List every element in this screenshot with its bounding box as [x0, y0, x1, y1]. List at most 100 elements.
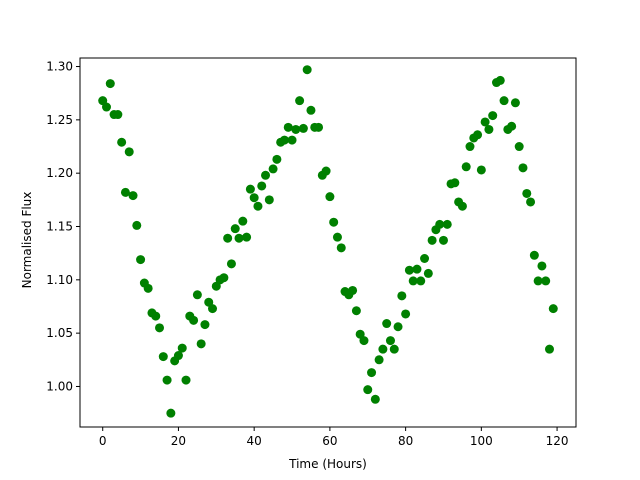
data-point [143, 283, 153, 293]
data-point [245, 184, 255, 194]
x-tick-label: 60 [322, 434, 337, 448]
data-point [173, 351, 183, 361]
data-point [120, 187, 130, 197]
data-point [283, 122, 293, 132]
data-point [291, 124, 301, 134]
data-point [223, 233, 233, 243]
x-tick-label: 40 [247, 434, 262, 448]
data-point [397, 291, 407, 301]
y-tick-label: 1.15 [46, 220, 73, 234]
data-point [158, 352, 168, 362]
data-point [242, 232, 252, 242]
data-point [488, 111, 498, 121]
x-axis-label: Time (Hours) [288, 457, 367, 471]
data-point [351, 306, 361, 316]
data-point [136, 255, 146, 265]
data-point [166, 408, 176, 418]
data-point [117, 137, 127, 147]
x-tick-label: 100 [470, 434, 493, 448]
data-point [461, 162, 471, 172]
data-point [374, 355, 384, 365]
data-point [279, 135, 289, 145]
data-point [514, 142, 524, 152]
data-point [465, 142, 475, 152]
data-point [480, 117, 490, 127]
data-point [427, 235, 437, 245]
y-tick-label: 1.00 [46, 379, 73, 393]
data-point [522, 188, 532, 198]
data-point [416, 276, 426, 286]
data-point [325, 192, 335, 202]
y-tick-label: 1.05 [46, 326, 73, 340]
data-point [321, 166, 331, 176]
y-axis-label: Normalised Flux [20, 192, 34, 289]
data-point [420, 253, 430, 263]
x-tick-label: 120 [546, 434, 569, 448]
data-point [192, 290, 202, 300]
data-point [257, 181, 267, 191]
data-point [268, 164, 278, 174]
data-point [537, 261, 547, 271]
data-points [98, 65, 558, 418]
y-tick-label: 1.10 [46, 273, 73, 287]
data-point [473, 130, 483, 140]
data-point [476, 165, 486, 175]
data-point [348, 285, 358, 295]
data-point [249, 193, 259, 203]
data-point [367, 368, 377, 378]
y-axis-ticks: 1.00 1.05 1.10 1.15 1.20 1.25 1.30 [46, 60, 80, 393]
data-point [230, 224, 240, 234]
x-tick-label: 20 [171, 434, 186, 448]
x-tick-label: 0 [99, 434, 107, 448]
data-point [548, 304, 558, 314]
data-point [389, 344, 399, 354]
data-point [113, 110, 123, 120]
data-point [408, 276, 418, 286]
data-point [401, 309, 411, 319]
y-tick-label: 1.25 [46, 113, 73, 127]
data-point [457, 201, 467, 211]
data-point [499, 96, 509, 106]
data-point [295, 96, 305, 106]
data-point [529, 250, 539, 260]
data-point [510, 98, 520, 108]
data-point [128, 191, 138, 201]
data-point [226, 259, 236, 269]
data-point [272, 154, 282, 164]
data-point [507, 121, 517, 131]
data-point [378, 344, 388, 354]
data-point [332, 232, 342, 242]
data-point [287, 135, 297, 145]
data-point [298, 123, 308, 133]
data-point [181, 375, 191, 385]
data-point [544, 344, 554, 354]
data-point [404, 265, 414, 275]
data-point [412, 264, 422, 274]
data-point [314, 122, 324, 132]
axes-frame [79, 57, 577, 428]
data-point [124, 147, 134, 157]
data-point [264, 195, 274, 205]
data-point [370, 394, 380, 404]
data-point [541, 276, 551, 286]
data-point [105, 79, 115, 89]
data-point [155, 323, 165, 333]
data-point [196, 339, 206, 349]
data-point [329, 217, 339, 227]
data-point [533, 276, 543, 286]
data-point [219, 273, 229, 283]
data-point [253, 201, 263, 211]
data-point [132, 220, 142, 230]
y-tick-label: 1.30 [46, 60, 73, 74]
data-point [177, 343, 187, 353]
data-point [393, 322, 403, 332]
data-point [336, 243, 346, 253]
data-point [526, 197, 536, 207]
data-point [208, 304, 218, 314]
data-point [438, 235, 448, 245]
data-point [200, 320, 210, 330]
data-point [363, 385, 373, 395]
data-point [495, 75, 505, 85]
